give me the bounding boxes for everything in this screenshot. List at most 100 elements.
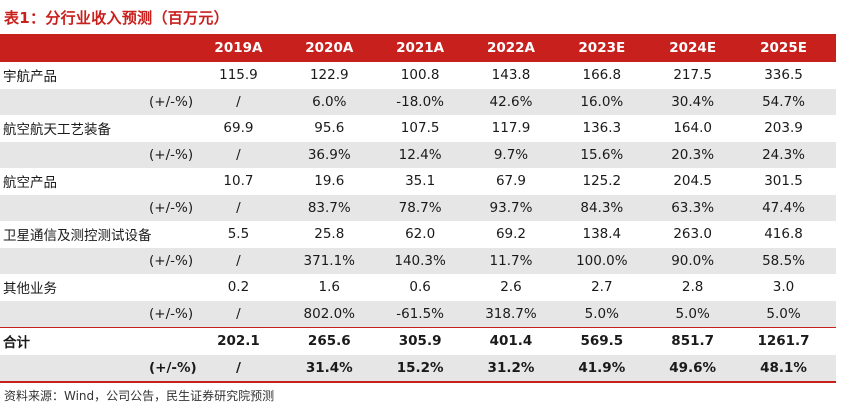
column-header: 2021A	[381, 34, 473, 62]
cell: 851.7	[654, 327, 746, 355]
revenue-forecast-table: 2019A 2020A 2021A 2022A 2023E 2024E 2025…	[0, 34, 836, 383]
cell: 371.1%	[290, 247, 382, 274]
cell: 67.9	[495, 173, 526, 190]
cell: 2.8	[681, 279, 704, 296]
cell: 69.9	[223, 120, 254, 137]
cell: 24.3%	[745, 141, 836, 168]
table-row-satcom-equipment: 卫星通信及测控测试设备 5.5 25.8 62.0 69.2 138.4 263…	[0, 221, 836, 248]
table-row-aviation-products-growth: (+/-%) / 83.7% 78.7% 93.7% 84.3% 63.3% 4…	[0, 194, 836, 221]
cell: 84.3%	[563, 194, 655, 221]
column-header: 2022A	[472, 34, 564, 62]
cell: 217.5	[673, 67, 712, 84]
cell: 31.2%	[472, 354, 564, 383]
cell: 9.7%	[472, 141, 564, 168]
cell: 62.0	[405, 226, 436, 243]
cell: 416.8	[764, 226, 803, 243]
cell: 2.6	[500, 279, 522, 296]
cell: 11.7%	[472, 247, 564, 274]
cell: 318.7%	[472, 300, 564, 328]
cell: 49.6%	[654, 354, 746, 383]
cell: 12.4%	[381, 141, 473, 168]
row-label: (+/-%)	[0, 247, 201, 274]
table-row-aviation-products: 航空产品 10.7 19.6 35.1 67.9 125.2 204.5 301…	[0, 168, 836, 195]
cell: 117.9	[491, 120, 531, 137]
cell: 0.2	[227, 279, 250, 296]
cell: 93.7%	[472, 194, 564, 221]
column-header: 2020A	[290, 34, 382, 62]
cell: 203.9	[764, 120, 803, 137]
cell: 401.4	[472, 327, 564, 355]
cell: 0.6	[409, 279, 431, 296]
row-label: (+/-%)	[0, 354, 201, 383]
column-header: 2024E	[654, 34, 746, 62]
cell: /	[200, 247, 291, 274]
cell: 115.9	[219, 67, 258, 84]
cell: 15.6%	[563, 141, 655, 168]
row-label: 航空产品	[3, 175, 57, 192]
cell: 58.5%	[745, 247, 836, 274]
cell: 83.7%	[290, 194, 382, 221]
cell: 48.1%	[745, 354, 836, 383]
table-row-aerospace-products-growth: (+/-%) / 6.0% -18.0% 42.6% 16.0% 30.4% 5…	[0, 88, 836, 115]
cell: 31.4%	[290, 354, 382, 383]
row-label: 航空航天工艺装备	[3, 122, 111, 139]
cell: 3.0	[772, 279, 795, 296]
cell: 47.4%	[745, 194, 836, 221]
row-label: 卫星通信及测控测试设备	[3, 228, 152, 245]
cell: -61.5%	[381, 300, 473, 328]
cell: 164.0	[673, 120, 712, 137]
table-row-aerospace-products: 宇航产品 115.9 122.9 100.8 143.8 166.8 217.5…	[0, 62, 836, 89]
column-header: 2023E	[563, 34, 655, 62]
cell: 35.1	[405, 173, 436, 190]
cell: 202.1	[200, 327, 291, 355]
cell: -18.0%	[381, 88, 473, 115]
cell: 5.0%	[654, 300, 746, 328]
cell: 166.8	[582, 67, 622, 84]
row-label: (+/-%)	[0, 194, 201, 221]
table-row-satcom-equipment-growth: (+/-%) / 371.1% 140.3% 11.7% 100.0% 90.0…	[0, 247, 836, 274]
cell: 136.3	[582, 120, 622, 137]
row-label: 宇航产品	[3, 69, 57, 86]
cell: 16.0%	[563, 88, 655, 115]
cell: 802.0%	[290, 300, 382, 328]
row-label: (+/-%)	[0, 141, 201, 168]
row-label: (+/-%)	[0, 88, 201, 115]
cell: 138.4	[582, 226, 622, 243]
cell: 15.2%	[381, 354, 473, 383]
cell: 125.2	[582, 173, 622, 190]
table-row-process-equipment: 航空航天工艺装备 69.9 95.6 107.5 117.9 136.3 164…	[0, 115, 836, 142]
cell: 41.9%	[563, 354, 655, 383]
cell: /	[200, 88, 291, 115]
cell: 42.6%	[472, 88, 564, 115]
cell: 6.0%	[290, 88, 382, 115]
cell: 20.3%	[654, 141, 746, 168]
table-row-total-growth: (+/-%) / 31.4% 15.2% 31.2% 41.9% 49.6% 4…	[0, 354, 836, 383]
cell: 100.0%	[563, 247, 655, 274]
cell: 1.6	[318, 279, 341, 296]
cell: /	[200, 300, 291, 328]
cell: 2.7	[591, 279, 613, 296]
cell: 78.7%	[381, 194, 473, 221]
table-row-process-equipment-growth: (+/-%) / 36.9% 12.4% 9.7% 15.6% 20.3% 24…	[0, 141, 836, 168]
cell: 143.8	[491, 67, 531, 84]
table-title: 表1：分行业收入预测（百万元）	[4, 9, 229, 27]
cell: 25.8	[314, 226, 345, 243]
cell: /	[200, 194, 291, 221]
row-label: (+/-%)	[0, 300, 201, 328]
cell: 140.3%	[381, 247, 473, 274]
cell: 19.6	[314, 173, 345, 190]
cell: 54.7%	[745, 88, 836, 115]
cell: 305.9	[381, 327, 473, 355]
cell: 122.9	[309, 67, 349, 84]
cell: 90.0%	[654, 247, 746, 274]
cell: 336.5	[764, 67, 803, 84]
cell: 5.5	[227, 226, 250, 243]
cell: 263.0	[673, 226, 712, 243]
table-row-other-business: 其他业务 0.2 1.6 0.6 2.6 2.7 2.8 3.0	[0, 274, 836, 301]
cell: 10.7	[223, 173, 254, 190]
cell: 204.5	[673, 173, 712, 190]
header-row: 2019A 2020A 2021A 2022A 2023E 2024E 2025…	[0, 34, 836, 62]
cell: 301.5	[764, 173, 803, 190]
cell: 69.2	[495, 226, 526, 243]
